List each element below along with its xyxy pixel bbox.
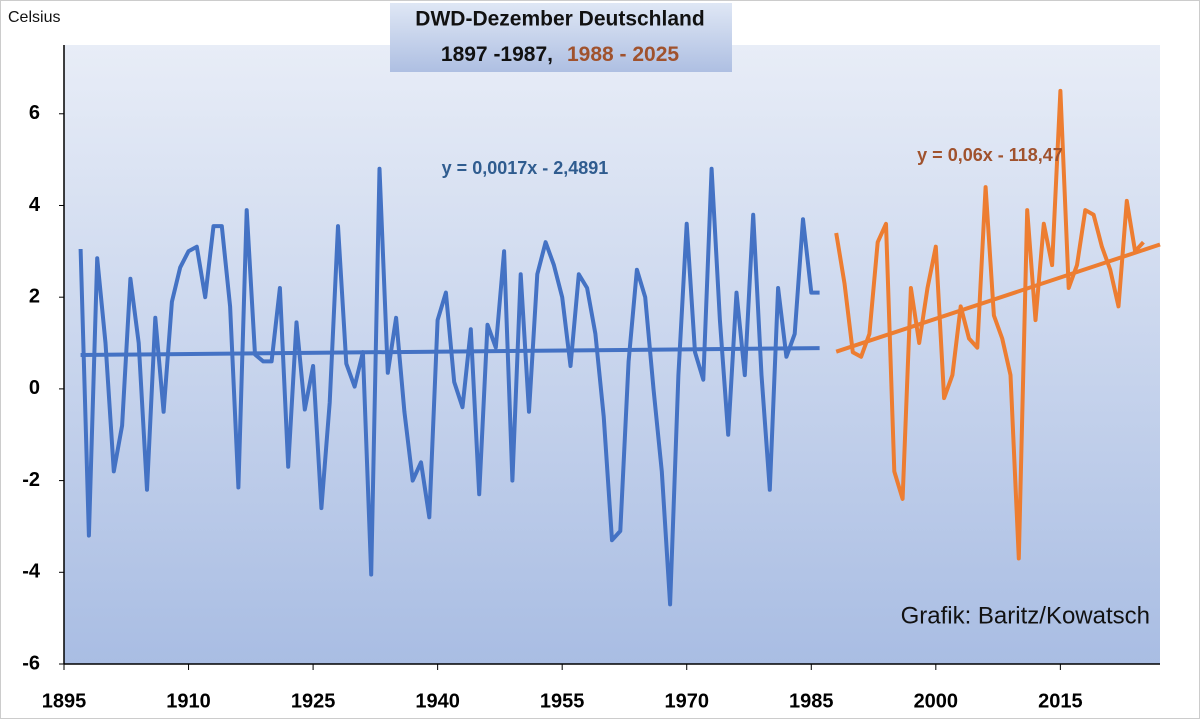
trend-equation: y = 0,06x - 118,47 <box>917 145 1063 165</box>
y-tick-label: -6 <box>22 652 40 674</box>
subtitle-part: 1988 - 2025 <box>567 43 679 66</box>
annotation: Grafik: Baritz/Kowatsch <box>901 602 1150 629</box>
y-tick-label: 6 <box>29 102 40 124</box>
y-axis-label: Celsius <box>8 9 60 26</box>
y-tick-label: 2 <box>29 285 40 307</box>
x-tick-label: 1970 <box>664 690 709 712</box>
data-line <box>78 166 820 607</box>
x-tick-label: 2000 <box>914 690 959 712</box>
subtitle-part: 1897 -1987, <box>441 43 553 66</box>
x-tick-label: 2015 <box>1038 690 1083 712</box>
y-tick-label: -2 <box>22 469 40 491</box>
chart-title: DWD-Dezember Deutschland <box>415 8 704 31</box>
x-tick-label: 1985 <box>789 690 834 712</box>
chart-subtitle: 1897 -1987, 1988 - 2025 <box>441 43 680 66</box>
y-tick-label: -4 <box>22 561 41 583</box>
y-tick-label: 0 <box>29 377 40 399</box>
x-tick-label: 1925 <box>291 690 336 712</box>
y-tick-label: 4 <box>29 194 41 216</box>
x-tick-label: 1940 <box>415 690 460 712</box>
trend-line <box>835 242 1161 354</box>
trend-line <box>80 346 820 357</box>
x-tick-label: 1955 <box>540 690 585 712</box>
x-tick-label: 1910 <box>166 690 211 712</box>
data-line <box>834 88 1145 561</box>
title-box <box>390 3 732 72</box>
x-tick-label: 1895 <box>42 690 87 712</box>
trend-equation: y = 0,0017x - 2,4891 <box>442 158 609 178</box>
